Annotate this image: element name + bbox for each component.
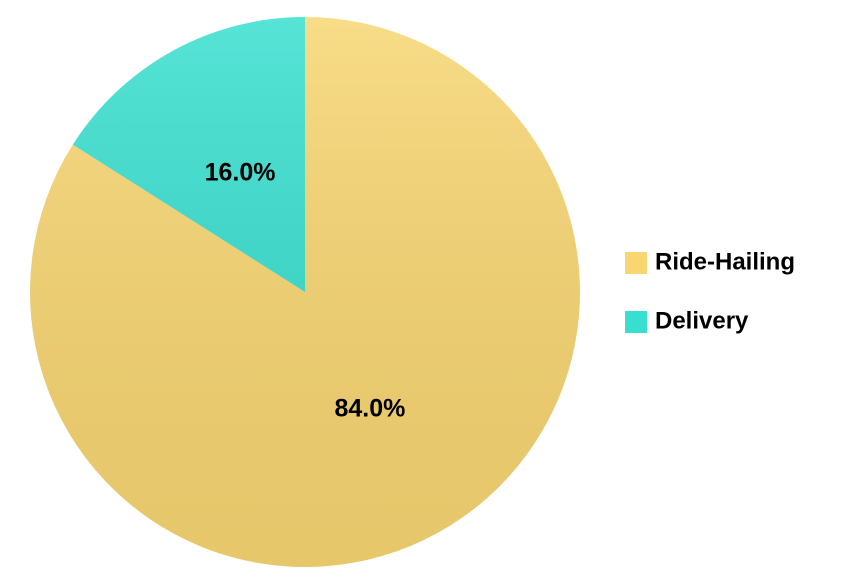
legend-swatch: [625, 311, 647, 333]
value-label: 84.0%: [334, 395, 405, 423]
legend-swatch: [625, 252, 647, 274]
pie: [29, 17, 581, 567]
legend: Ride-Hailing Delivery: [625, 248, 795, 334]
legend-label: Ride-Hailing: [655, 248, 795, 275]
value-label: 16.0%: [205, 159, 276, 187]
legend-label: Delivery: [655, 307, 749, 334]
value-labels: 84.0% 16.0%: [205, 159, 406, 423]
